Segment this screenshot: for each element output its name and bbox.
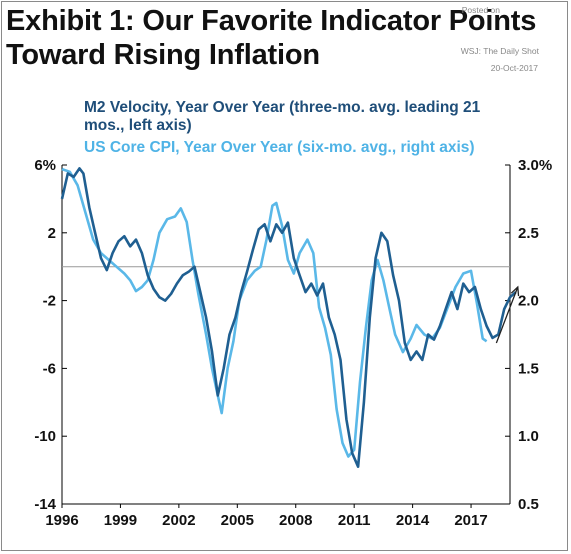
x-tick-label: 2017	[454, 512, 487, 529]
title-line-2: Toward Rising Inflation	[6, 39, 320, 71]
credit-date: 20-Oct-2017	[490, 63, 538, 73]
annotation-arrow-shaft	[495, 286, 519, 344]
x-tick-label: 2002	[162, 512, 195, 529]
y-left-tick-label: 2	[48, 225, 56, 242]
y-left-tick-label: -14	[34, 496, 56, 513]
credit-source: WSJ: The Daily Shot	[460, 46, 539, 56]
y-left-tick-label: -10	[34, 428, 56, 445]
y-right-tick-label: 1.0	[518, 428, 539, 445]
y-left-tick-label: -6	[43, 360, 56, 377]
y-right-tick-label: 2.5	[518, 225, 539, 242]
legend-m2-velocity: M2 Velocity, Year Over Year (three-mo. a…	[84, 99, 481, 134]
y-right-tick-label: 2.0	[518, 293, 539, 310]
series-line-core-cpi	[61, 167, 488, 458]
y-left-tick-label: -2	[43, 293, 56, 310]
y-left-tick-label: 6%	[34, 157, 56, 174]
y-right-tick-label: 1.5	[518, 360, 539, 377]
y-right-tick-label: 0.5	[518, 496, 539, 513]
annotation-arrow-head	[510, 285, 520, 297]
credit-posted: Posted on	[461, 5, 500, 15]
x-tick-label: 2011	[338, 512, 371, 529]
x-tick-label: 2005	[221, 512, 254, 529]
title-line-1: Exhibit 1: Our Favorite Indicator Points	[6, 5, 537, 37]
page-title: Exhibit 1: Our Favorite Indicator Points…	[6, 4, 536, 72]
x-tick-label: 2008	[279, 512, 312, 529]
x-tick-label: 1999	[104, 512, 137, 529]
x-tick-label: 2014	[396, 512, 430, 529]
series-line-m2-velocity	[60, 167, 517, 468]
y-right-tick-label: 3.0%	[518, 157, 552, 174]
legend-core-cpi: US Core CPI, Year Over Year (six-mo. avg…	[84, 139, 475, 156]
x-tick-label: 1996	[45, 512, 78, 529]
